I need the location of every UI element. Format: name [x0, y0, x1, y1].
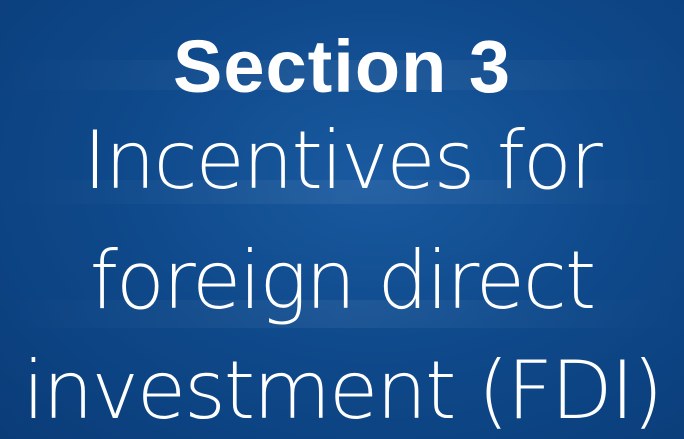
streak — [0, 60, 684, 90]
section-heading: Section 3 — [173, 25, 511, 108]
subtitle-line: foreign direct — [89, 234, 597, 327]
streak — [0, 300, 684, 328]
subtitle-line: Incentives for — [83, 114, 602, 207]
streak — [0, 180, 684, 204]
subtitle-line: investment (FDI) — [22, 344, 664, 437]
